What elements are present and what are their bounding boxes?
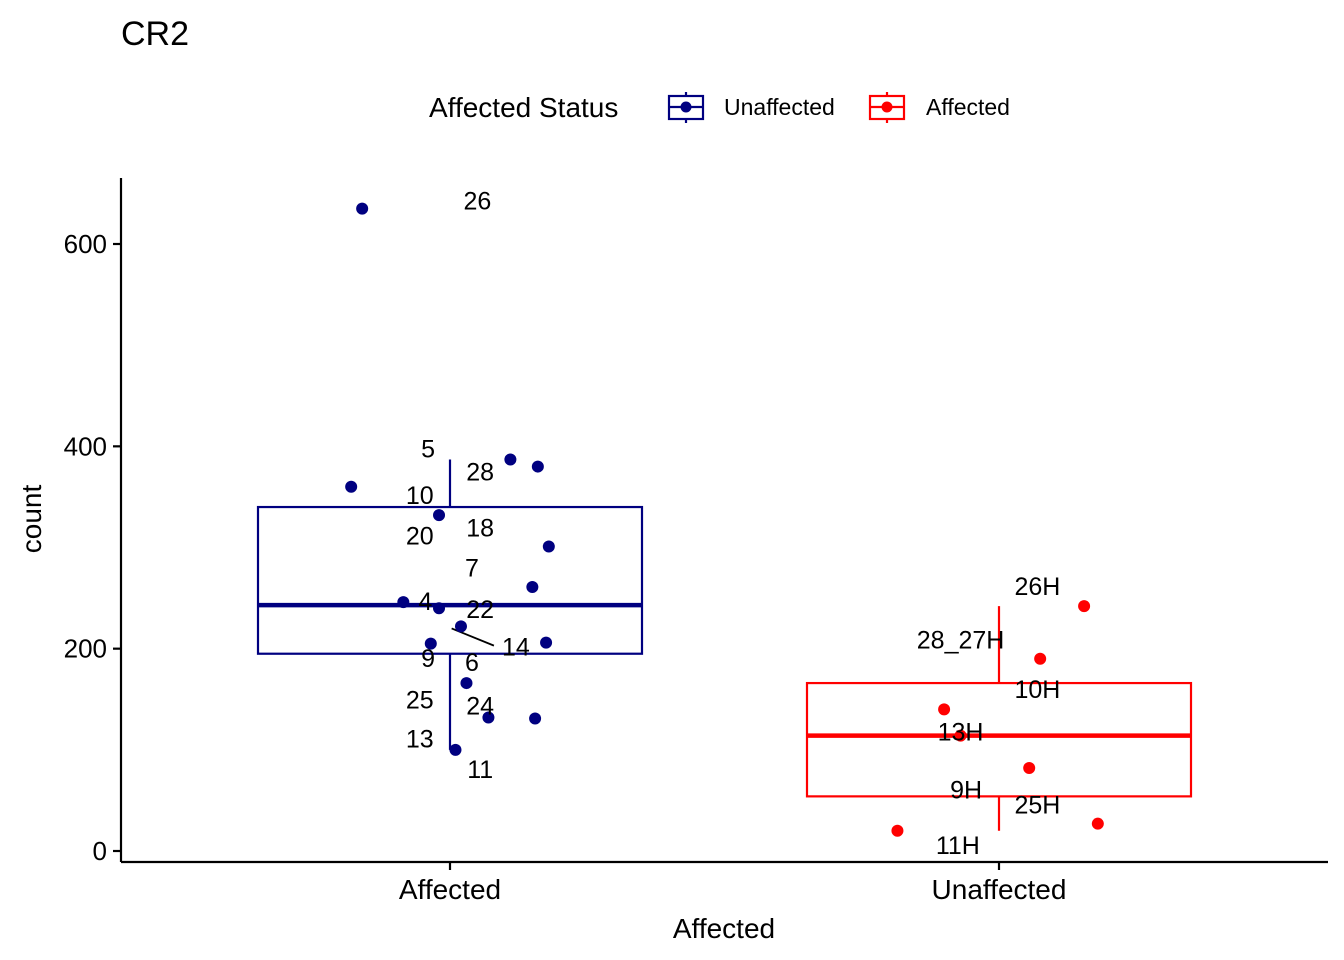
point-label: 9 [421,645,435,673]
data-point [542,540,555,553]
point-label: 10H [1014,676,1060,704]
point-label: 13H [938,719,984,747]
data-point [397,596,410,609]
legend: Affected Status Unaffected Affected [429,92,1010,123]
x-tick-label: Affected [399,874,501,905]
point-label: 14 [502,634,530,662]
data-point [356,202,369,215]
data-point [529,712,542,725]
data-point [954,729,967,742]
point-label: 18 [466,514,494,542]
point-label: 28_27H [917,627,1005,655]
chart-title: CR2 [121,15,189,53]
data-point [938,703,951,716]
legend-label-unaffected: Unaffected [724,94,835,120]
legend-title: Affected Status [429,92,618,123]
data-point [1091,817,1104,830]
legend-key-affected [868,92,906,123]
legend-key-unaffected [667,92,705,123]
box [805,681,1193,798]
point-label: 5 [421,435,435,463]
data-point [449,743,462,756]
data-point [1023,762,1036,775]
y-axis-title: count [16,485,47,554]
point-label: 7 [465,555,479,583]
data-point [1034,652,1047,665]
point-label: 24 [466,692,494,720]
data-point [460,677,473,690]
point-label: 6 [465,649,479,677]
box [256,505,644,655]
point-label: 9H [950,776,982,804]
data-point [454,620,467,633]
point-label: 28 [466,459,494,487]
boxplot-unaffected [805,606,1193,831]
data-point [891,824,904,837]
x-axis-title: Affected [673,913,775,944]
y-tick-label: 600 [64,229,107,259]
data-point [526,580,539,593]
point-label: 26 [464,187,492,215]
data-point [482,711,495,724]
point-label: 22 [466,596,494,624]
point-label: 25H [1014,791,1060,819]
data-point [345,480,358,493]
legend-key-point [680,101,692,113]
x-tick-label: Unaffected [932,874,1067,905]
point-label: 25 [406,686,434,714]
point-label: 11 [467,756,493,784]
data-point [433,509,446,522]
point-label: 13 [406,726,434,754]
data-point [424,637,437,650]
point-label: 26H [1014,573,1060,601]
data-point [504,453,517,466]
data-point [433,602,446,615]
point-label: 4 [418,588,432,616]
y-tick-label: 200 [64,634,107,664]
y-tick-label: 0 [93,836,107,866]
y-tick-label: 400 [64,431,107,461]
boxplot-affected [256,459,644,750]
legend-label-affected: Affected [926,94,1010,120]
point-label: 20 [406,522,434,550]
data-point [1078,600,1091,613]
legend-key-point [881,101,893,113]
plot-area: 0 200 400 600 Affected Unaffected 26 5 28 10 18 20 7… [64,178,1328,905]
data-point [531,460,544,473]
point-label: 10 [406,482,434,510]
point-label: 11H [936,832,980,860]
data-point [540,636,553,649]
